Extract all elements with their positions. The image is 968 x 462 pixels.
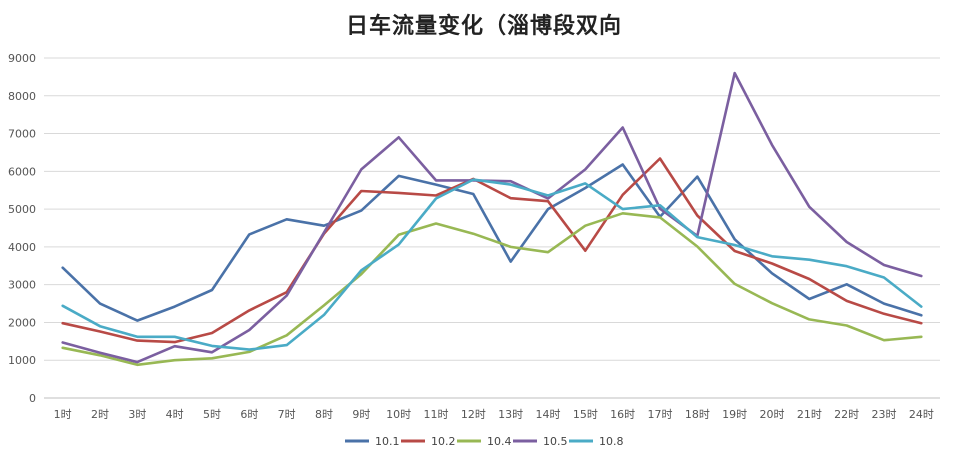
x-tick-label: 23时 bbox=[872, 408, 897, 421]
series-line-10.8 bbox=[61, 178, 923, 351]
x-tick-label: 22时 bbox=[834, 408, 859, 421]
y-tick-label: 7000 bbox=[8, 128, 36, 141]
series-line-10.1 bbox=[61, 163, 923, 322]
series-lines bbox=[61, 71, 923, 367]
y-tick-label: 0 bbox=[29, 392, 36, 405]
x-tick-label: 24时 bbox=[909, 408, 934, 421]
legend-item-10.4: 10.4 bbox=[457, 435, 512, 448]
chart-title: 日车流量变化（淄博段双向 bbox=[345, 14, 622, 39]
x-tick-label: 7时 bbox=[278, 408, 296, 421]
x-tick-label: 13时 bbox=[498, 408, 523, 421]
x-tick-label: 17时 bbox=[648, 408, 673, 421]
series-line-10.5 bbox=[61, 71, 923, 364]
x-tick-label: 15时 bbox=[573, 408, 598, 421]
y-axis-ticks: 0 1000 2000 3000 4000 5000 6000 7000 8000 9000 bbox=[8, 52, 36, 405]
x-tick-label: 3时 bbox=[128, 408, 146, 421]
x-tick-label: 21时 bbox=[797, 408, 822, 421]
y-tick-label: 8000 bbox=[8, 90, 36, 103]
legend-item-10.8: 10.8 bbox=[569, 435, 624, 448]
x-tick-label: 20时 bbox=[760, 408, 785, 421]
y-tick-label: 6000 bbox=[8, 165, 36, 178]
x-tick-label: 11时 bbox=[424, 408, 449, 421]
x-tick-label: 6时 bbox=[240, 408, 258, 421]
x-tick-label: 14时 bbox=[536, 408, 561, 421]
x-tick-label: 9时 bbox=[352, 408, 370, 421]
legend-label: 10.5 bbox=[543, 435, 568, 448]
y-tick-label: 4000 bbox=[8, 241, 36, 254]
x-tick-label: 2时 bbox=[91, 408, 109, 421]
y-tick-label: 1000 bbox=[8, 354, 36, 367]
x-tick-label: 8时 bbox=[315, 408, 333, 421]
series-line-10.2 bbox=[61, 157, 923, 344]
legend-label: 10.1 bbox=[375, 435, 400, 448]
y-tick-label: 2000 bbox=[8, 316, 36, 329]
legend-label: 10.8 bbox=[599, 435, 624, 448]
series-line-10.4 bbox=[61, 212, 923, 367]
y-tick-label: 3000 bbox=[8, 279, 36, 292]
x-tick-label: 1时 bbox=[54, 408, 72, 421]
legend-item-10.1: 10.1 bbox=[345, 435, 400, 448]
x-tick-label: 16时 bbox=[610, 408, 635, 421]
legend-item-10.5: 10.5 bbox=[513, 435, 568, 448]
legend: 10.1 10.2 10.4 10.5 10.8 bbox=[345, 435, 624, 448]
gridlines bbox=[44, 57, 940, 399]
x-tick-label: 12时 bbox=[461, 408, 486, 421]
y-tick-label: 5000 bbox=[8, 203, 36, 216]
x-tick-label: 5时 bbox=[203, 408, 221, 421]
legend-item-10.2: 10.2 bbox=[401, 435, 456, 448]
x-tick-label: 19时 bbox=[722, 408, 747, 421]
x-tick-label: 4时 bbox=[166, 408, 184, 421]
x-tick-label: 18时 bbox=[685, 408, 710, 421]
y-tick-label: 9000 bbox=[8, 52, 36, 65]
legend-label: 10.4 bbox=[487, 435, 512, 448]
legend-label: 10.2 bbox=[431, 435, 456, 448]
x-tick-label: 10时 bbox=[386, 408, 411, 421]
x-axis-ticks: 1时 2时 3时 4时 5时 6时 7时 8时 9时 10时 11时 12时 13时 14时 15时 16时 1… bbox=[54, 408, 934, 421]
